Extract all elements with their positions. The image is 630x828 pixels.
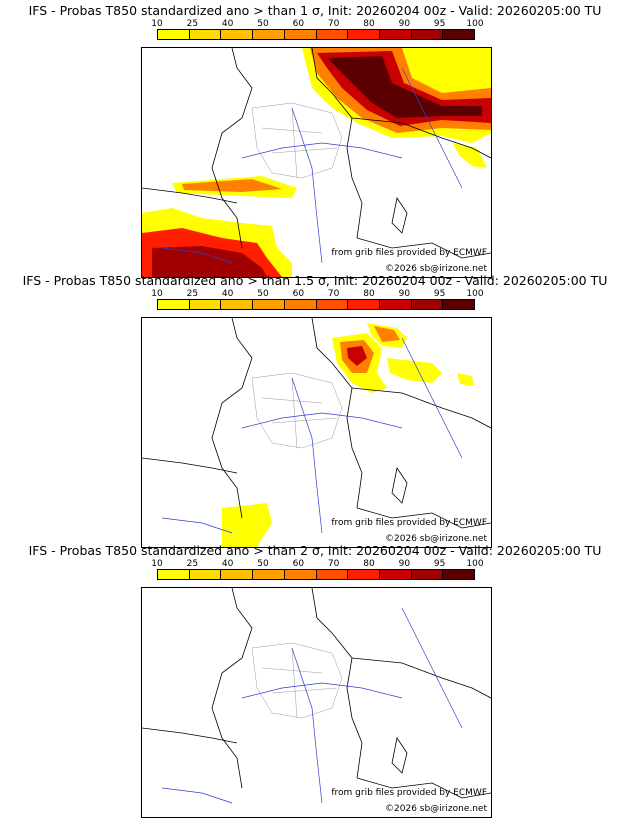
legend-tick-label: 40 xyxy=(221,289,234,299)
legend-swatch xyxy=(348,30,380,39)
legend-tick-label: 100 xyxy=(466,19,484,29)
legend-swatch xyxy=(316,300,349,309)
legend-swatch xyxy=(379,30,412,39)
legend-tick-label: 40 xyxy=(221,559,234,569)
source-credit: from grib files provided by ECMWF xyxy=(331,788,487,798)
rivers xyxy=(161,337,463,534)
legend-tick-label: 70 xyxy=(327,559,340,569)
legend-tick-label: 80 xyxy=(363,559,375,569)
legend-ticks: 10 25 40 50 60 70 80 90 95 100 xyxy=(151,559,483,570)
legend-swatch xyxy=(253,570,285,579)
legend-tick-label: 95 xyxy=(433,559,446,569)
highlight-layer xyxy=(142,48,491,277)
legend-swatch xyxy=(284,300,317,309)
legend-swatch xyxy=(443,30,475,39)
legend-swatch xyxy=(158,570,190,579)
legend-tick-label: 10 xyxy=(151,19,163,29)
admin-borders xyxy=(251,102,343,179)
legend-swatch xyxy=(316,30,349,39)
map-svg xyxy=(142,318,491,547)
country-borders xyxy=(142,318,491,529)
legend-ticks: 10 25 40 50 60 70 80 90 95 100 xyxy=(151,289,483,300)
legend-tick-label: 90 xyxy=(398,559,411,569)
legend-swatch xyxy=(221,300,254,309)
rivers xyxy=(161,607,463,804)
legend-tick-label: 80 xyxy=(363,19,375,29)
legend-swatch xyxy=(253,300,285,309)
legend-swatch xyxy=(221,30,254,39)
legend-swatch xyxy=(379,300,412,309)
legend-swatch xyxy=(189,570,222,579)
panel-3: IFS - Probas T850 standardized ano > tha… xyxy=(0,540,630,818)
rivers xyxy=(161,67,463,264)
legend-swatch xyxy=(284,570,317,579)
country-borders xyxy=(142,588,491,799)
legend-swatch xyxy=(443,570,475,579)
color-legend xyxy=(157,299,475,310)
legend-swatch xyxy=(379,570,412,579)
legend-tick-label: 80 xyxy=(363,289,375,299)
color-legend xyxy=(157,569,475,580)
legend-swatch xyxy=(189,300,222,309)
legend-tick-label: 90 xyxy=(398,289,411,299)
highlight-layer xyxy=(222,323,474,547)
copyright-credit: ©2026 sb@irizone.net xyxy=(385,804,487,814)
legend-swatch xyxy=(189,30,222,39)
probability-map: from grib files provided by ECMWF ©2026 … xyxy=(141,587,492,818)
panel-1: IFS - Probas T850 standardized ano > tha… xyxy=(0,0,630,278)
admin-borders xyxy=(251,372,343,449)
legend-tick-label: 25 xyxy=(186,559,199,569)
legend-tick-label: 25 xyxy=(186,19,199,29)
legend-tick-label: 60 xyxy=(292,19,305,29)
legend-swatch xyxy=(221,570,254,579)
legend-swatch xyxy=(348,300,380,309)
legend-tick-label: 100 xyxy=(466,559,484,569)
legend-swatch xyxy=(348,570,380,579)
legend-tick-label: 60 xyxy=(292,559,305,569)
legend-tick-label: 10 xyxy=(151,289,163,299)
legend-ticks: 10 25 40 50 60 70 80 90 95 100 xyxy=(151,19,483,30)
legend-swatch xyxy=(316,570,349,579)
legend-tick-label: 50 xyxy=(257,559,269,569)
legend-swatch xyxy=(158,300,190,309)
legend-swatch xyxy=(443,300,475,309)
probability-map: from grib files provided by ECMWF ©2026 … xyxy=(141,47,492,278)
panel-title: IFS - Probas T850 standardized ano > tha… xyxy=(28,3,602,18)
legend-tick-label: 50 xyxy=(257,289,269,299)
probability-map: from grib files provided by ECMWF ©2026 … xyxy=(141,317,492,548)
legend-tick-label: 100 xyxy=(466,289,484,299)
panel-2: IFS - Probas T850 standardized ano > tha… xyxy=(0,270,630,548)
color-legend xyxy=(157,29,475,40)
source-credit: from grib files provided by ECMWF xyxy=(331,248,487,258)
legend-swatch xyxy=(284,30,317,39)
copyright-credit: ©2026 sb@irizone.net xyxy=(385,534,487,544)
legend-tick-label: 70 xyxy=(327,289,340,299)
admin-borders xyxy=(251,642,343,719)
legend-tick-label: 60 xyxy=(292,289,305,299)
legend-swatch xyxy=(411,300,444,309)
legend-tick-label: 40 xyxy=(221,19,234,29)
source-credit: from grib files provided by ECMWF xyxy=(331,518,487,528)
legend-swatch xyxy=(158,30,190,39)
legend-swatch xyxy=(411,30,444,39)
legend-tick-label: 95 xyxy=(433,19,446,29)
legend-tick-label: 50 xyxy=(257,19,269,29)
legend-tick-label: 10 xyxy=(151,559,163,569)
copyright-credit: ©2026 sb@irizone.net xyxy=(385,264,487,274)
map-svg xyxy=(142,588,491,804)
panel-title: IFS - Probas T850 standardized ano > tha… xyxy=(28,543,602,558)
map-svg xyxy=(142,48,491,277)
legend-swatch xyxy=(253,30,285,39)
country-borders xyxy=(142,48,491,259)
legend-tick-label: 70 xyxy=(327,19,340,29)
legend-tick-label: 90 xyxy=(398,19,411,29)
legend-swatch xyxy=(411,570,444,579)
panel-title: IFS - Probas T850 standardized ano > tha… xyxy=(22,273,608,288)
legend-tick-label: 25 xyxy=(186,289,199,299)
legend-tick-label: 95 xyxy=(433,289,446,299)
